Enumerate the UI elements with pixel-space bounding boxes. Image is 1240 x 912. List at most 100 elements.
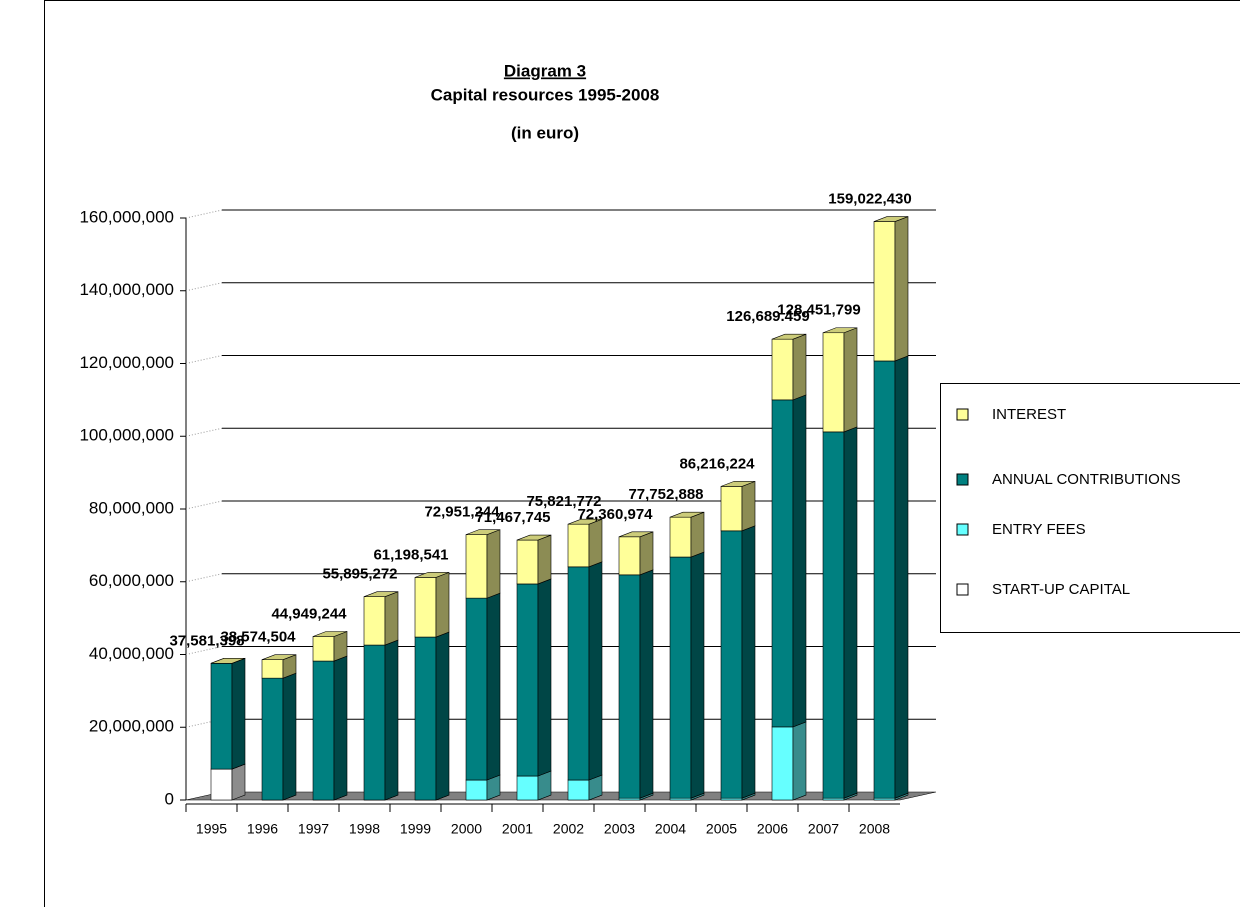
bar-face [619,537,640,575]
bar-face [823,333,844,432]
bar-face [721,486,742,530]
legend-label: START-UP CAPITAL [992,581,1130,598]
bar-segment [211,658,245,769]
y-tick-label: 80,000,000 [89,498,174,517]
grid-line-depth [186,574,222,582]
chart-title: Diagram 3 [504,61,586,80]
bar-segment [568,519,602,567]
bar-segment [466,530,500,598]
bar-segment [721,526,755,798]
legend-swatch [957,474,968,485]
bar-segment [364,640,398,800]
bar-face [283,673,296,800]
total-label: 159,022,430 [828,191,911,208]
y-tick-label: 20,000,000 [89,717,174,736]
bar-face [538,535,551,584]
bar-segment [262,655,296,678]
bar-face [742,481,755,530]
y-tick-label: 0 [165,789,174,808]
y-tick-label: 100,000,000 [79,426,174,445]
bar-face [232,658,245,769]
bar-face [517,584,538,776]
bar-face [640,532,653,575]
total-label: 61,198,541 [373,546,448,563]
bar-face [772,339,793,400]
bar-face [589,562,602,780]
bar-segment [364,592,398,645]
bar-face [793,395,806,727]
chart-subtitle: Capital resources 1995-2008 [431,85,660,104]
x-tick-label: 1996 [247,821,278,837]
bar-face [232,764,245,800]
bar-face [874,222,895,361]
bar-face [466,780,487,800]
bar-face [313,661,334,800]
total-label: 72,360,974 [577,506,653,523]
bar-segment [721,481,755,530]
bar-face [844,427,857,798]
bar-face [364,645,385,800]
grid-line-depth [186,356,222,364]
total-label: 86,216,224 [679,455,755,472]
bar-face [670,557,691,798]
bar-segment [313,631,347,661]
legend-label: INTEREST [992,406,1066,423]
bar-face [691,512,704,557]
bar-segment [466,593,500,780]
y-tick-label: 160,000,000 [79,207,174,226]
bar-face [874,361,895,798]
bar-face [772,400,793,727]
bar-segment [619,570,653,798]
bar-face [538,579,551,776]
total-label: 55,895,272 [322,566,397,583]
legend-label: ANNUAL CONTRIBUTIONS [992,471,1181,488]
bar-face [313,636,334,661]
bar-segment [670,552,704,798]
bar-segment [517,579,551,776]
total-label: 44,949,244 [271,605,347,622]
x-tick-label: 2003 [604,821,635,837]
total-label: 128,451,799 [777,302,860,319]
bar-segment [415,572,449,637]
grid-line-depth [186,283,222,291]
bar-face [772,727,793,800]
total-label: 38,574,504 [220,629,296,646]
x-tick-label: 2006 [757,821,788,837]
bar-face [844,328,857,432]
bar-segment [823,427,857,798]
bar-face [517,540,538,584]
bar-segment [874,356,908,798]
bar-face [517,776,538,800]
y-tick-label: 120,000,000 [79,353,174,372]
legend-label: ENTRY FEES [992,521,1086,538]
bar-face [487,530,500,598]
y-tick-label: 40,000,000 [89,644,174,663]
bar-face [568,780,589,800]
bar-segment [772,395,806,727]
bar-face [436,572,449,637]
bar-segment [211,764,245,800]
bar-face [640,570,653,798]
bar-segment [772,722,806,800]
bar-face [793,334,806,400]
bar-face [487,593,500,780]
bar-face [415,637,436,800]
bar-segment [772,334,806,400]
x-tick-label: 1995 [196,821,227,837]
bar-face [334,656,347,800]
bar-face [436,632,449,800]
x-tick-label: 1999 [400,821,431,837]
x-tick-label: 2005 [706,821,737,837]
grid-line-depth [186,428,222,436]
bar-segment [415,632,449,800]
bar-segment [568,562,602,780]
x-tick-label: 2002 [553,821,584,837]
bar-face [466,598,487,780]
bar-segment [517,535,551,584]
bar-segment [874,217,908,361]
bar-face [262,660,283,678]
total-label: 77,752,888 [628,486,703,503]
bar-segment [670,512,704,557]
unit-note: (in euro) [511,123,579,142]
x-tick-label: 1997 [298,821,329,837]
